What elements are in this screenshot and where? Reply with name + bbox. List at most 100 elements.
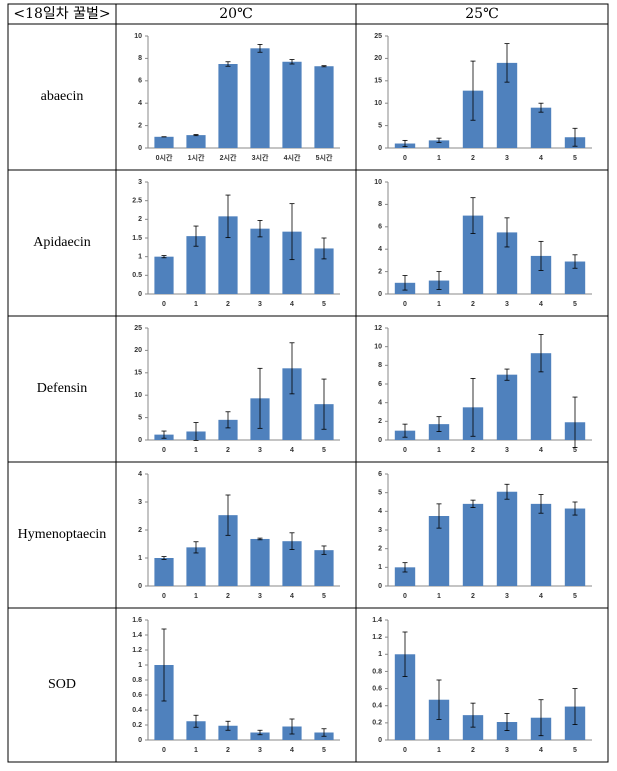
y-tick-label: 20 <box>134 347 142 354</box>
x-tick-label: 4시간 <box>284 153 301 162</box>
bar <box>282 61 302 149</box>
y-tick-label: 6 <box>378 381 382 388</box>
x-tick-label: 1 <box>194 747 198 754</box>
y-tick-label: 0 <box>378 737 382 744</box>
x-tick-label: 4 <box>290 301 294 308</box>
y-tick-label: 4 <box>378 246 382 253</box>
y-tick-label: 0.5 <box>132 272 142 279</box>
x-tick-label: 2 <box>226 593 230 600</box>
x-tick-label: 0 <box>162 747 166 754</box>
y-tick-label: 12 <box>374 325 382 332</box>
bar <box>282 541 302 586</box>
y-tick-label: 4 <box>378 400 382 407</box>
x-tick-label: 0시간 <box>156 153 173 162</box>
x-tick-label: 5시간 <box>316 153 333 162</box>
bar <box>428 140 450 148</box>
row-label: Defensin <box>37 381 88 396</box>
x-tick-label: 0 <box>403 593 407 600</box>
table-grid <box>7 3 609 763</box>
bar <box>428 699 450 740</box>
y-tick-label: 5 <box>378 122 382 129</box>
y-tick-label: 8 <box>378 362 382 369</box>
bar <box>530 107 552 148</box>
x-tick-label: 2 <box>471 301 475 308</box>
row-label: Apidaecin <box>33 235 91 250</box>
x-tick-label: 0 <box>162 301 166 308</box>
y-tick-label: 1 <box>378 651 382 658</box>
bar <box>218 725 238 740</box>
x-tick-label: 2 <box>226 747 230 754</box>
x-tick-label: 2 <box>226 301 230 308</box>
bar <box>218 515 238 586</box>
y-tick-label: 0.6 <box>372 685 382 692</box>
y-tick-label: 0.4 <box>132 707 142 714</box>
y-tick-label: 2 <box>138 216 142 223</box>
header-cell: 20℃ <box>219 6 252 22</box>
y-tick-label: 3 <box>378 527 382 534</box>
x-tick-label: 1 <box>194 447 198 454</box>
bar <box>282 231 302 294</box>
y-tick-label: 4 <box>138 471 142 478</box>
y-tick-label: 25 <box>374 33 382 40</box>
y-tick-label: 1 <box>378 564 382 571</box>
x-tick-label: 3 <box>505 447 509 454</box>
bar <box>530 255 552 294</box>
bar <box>186 547 206 586</box>
x-tick-label: 4 <box>539 447 543 454</box>
y-tick-label: 2 <box>138 122 142 129</box>
y-tick-label: 1 <box>138 662 142 669</box>
y-tick-label: 1.4 <box>132 632 142 639</box>
y-tick-label: 20 <box>374 55 382 62</box>
y-tick-label: 1.2 <box>132 647 142 654</box>
x-tick-label: 3시간 <box>252 153 269 162</box>
bar <box>250 732 270 740</box>
x-tick-label: 3 <box>505 747 509 754</box>
x-tick-label: 1시간 <box>188 153 205 162</box>
y-tick-label: 10 <box>374 179 382 186</box>
y-tick-label: 2.5 <box>132 198 142 205</box>
x-tick-label: 0 <box>403 301 407 308</box>
x-tick-label: 0 <box>403 155 407 162</box>
bar <box>462 503 484 586</box>
bar <box>428 516 450 586</box>
x-tick-label: 3 <box>505 155 509 162</box>
y-tick-label: 4 <box>378 508 382 515</box>
y-tick-label: 10 <box>134 392 142 399</box>
x-tick-label: 5 <box>573 155 577 162</box>
x-tick-label: 5 <box>573 747 577 754</box>
y-tick-label: 10 <box>374 100 382 107</box>
y-tick-label: 0 <box>378 145 382 152</box>
bar <box>564 508 586 586</box>
bar <box>154 136 174 148</box>
row-label: SOD <box>48 677 76 692</box>
bar <box>314 248 334 294</box>
x-tick-label: 1 <box>437 593 441 600</box>
x-tick-label: 2 <box>471 593 475 600</box>
y-tick-label: 0 <box>138 145 142 152</box>
x-tick-label: 1 <box>437 155 441 162</box>
x-tick-label: 0 <box>403 747 407 754</box>
y-tick-label: 0 <box>138 737 142 744</box>
bar <box>530 353 552 440</box>
bar <box>218 216 238 294</box>
y-tick-label: 5 <box>378 490 382 497</box>
row-label: Hymenoptaecin <box>18 527 107 542</box>
y-tick-label: 0.2 <box>132 722 142 729</box>
bar <box>250 538 270 586</box>
y-tick-label: 2 <box>138 527 142 534</box>
x-tick-label: 4 <box>539 301 543 308</box>
y-tick-label: 0 <box>378 437 382 444</box>
bar <box>154 558 174 586</box>
y-tick-label: 3 <box>138 179 142 186</box>
bar <box>250 228 270 294</box>
bar <box>462 715 484 740</box>
y-tick-label: 1 <box>138 555 142 562</box>
x-tick-label: 4 <box>539 593 543 600</box>
x-tick-label: 5 <box>573 301 577 308</box>
bar <box>564 261 586 294</box>
x-tick-label: 4 <box>539 155 543 162</box>
x-tick-label: 0 <box>162 447 166 454</box>
y-tick-label: 0 <box>138 583 142 590</box>
y-tick-label: 0.6 <box>132 692 142 699</box>
x-tick-label: 3 <box>258 747 262 754</box>
